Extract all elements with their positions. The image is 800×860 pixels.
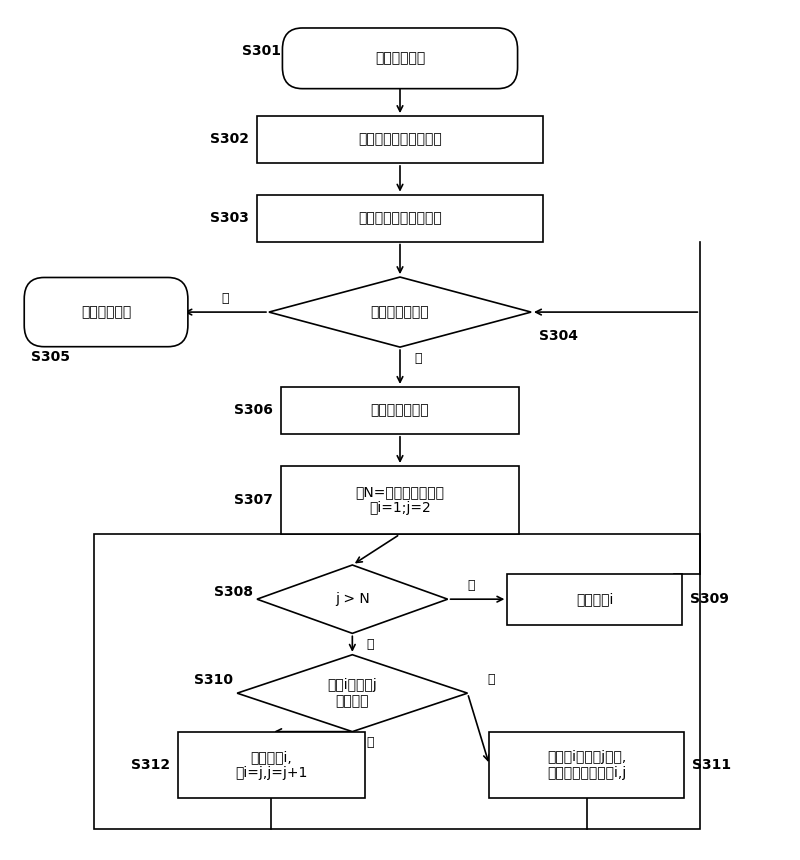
Bar: [257, 194, 543, 242]
Text: 设定每个序列的到期日: 设定每个序列的到期日: [358, 132, 442, 146]
Text: 否: 否: [366, 638, 374, 651]
Text: S305: S305: [30, 350, 70, 364]
Text: 选择未完成序列: 选择未完成序列: [370, 403, 430, 417]
FancyBboxPatch shape: [282, 28, 518, 89]
Bar: [281, 387, 519, 433]
Text: 否: 否: [414, 352, 422, 365]
Text: S309: S309: [690, 593, 729, 606]
Text: j > N: j > N: [335, 593, 370, 606]
Text: 归并生产计划: 归并生产计划: [81, 305, 131, 319]
Text: 配置订单i,
设i=j,j=j+1: 配置订单i, 设i=j,j=j+1: [235, 750, 307, 780]
Bar: [507, 574, 682, 625]
Text: 设N=序列中订单总数
设i=1;j=2: 设N=序列中订单总数 设i=1;j=2: [355, 485, 445, 515]
Text: S302: S302: [210, 132, 249, 146]
FancyBboxPatch shape: [24, 278, 188, 347]
Text: S304: S304: [539, 329, 578, 343]
Text: S310: S310: [194, 673, 233, 687]
Text: S307: S307: [234, 493, 273, 507]
Text: 处理了所有序列: 处理了所有序列: [370, 305, 430, 319]
Text: S312: S312: [131, 758, 170, 772]
Text: S311: S311: [692, 758, 731, 772]
Bar: [257, 116, 543, 163]
Text: 是: 是: [222, 292, 229, 305]
Text: S308: S308: [214, 586, 253, 599]
Text: 是: 是: [468, 579, 475, 592]
Bar: [178, 732, 365, 798]
Text: S301: S301: [242, 45, 281, 58]
Polygon shape: [269, 277, 531, 347]
Text: 序列按到期日升序排序: 序列按到期日升序排序: [358, 211, 442, 225]
Text: S306: S306: [234, 403, 273, 417]
Text: 将订单i和订单j合并,
基于分配规则重设i,j: 将订单i和订单j合并, 基于分配规则重设i,j: [547, 750, 626, 780]
Text: 输入初始计划: 输入初始计划: [375, 52, 425, 65]
Bar: [94, 534, 700, 829]
Polygon shape: [257, 565, 448, 633]
Text: 是: 是: [488, 673, 495, 686]
Text: 订单i和订单j
钢种相同: 订单i和订单j 钢种相同: [327, 678, 378, 709]
Bar: [281, 466, 519, 534]
Polygon shape: [237, 654, 467, 732]
Text: 否: 否: [366, 736, 374, 749]
Bar: [490, 732, 684, 798]
Text: 处理订单i: 处理订单i: [576, 593, 614, 606]
Text: S303: S303: [210, 211, 249, 225]
